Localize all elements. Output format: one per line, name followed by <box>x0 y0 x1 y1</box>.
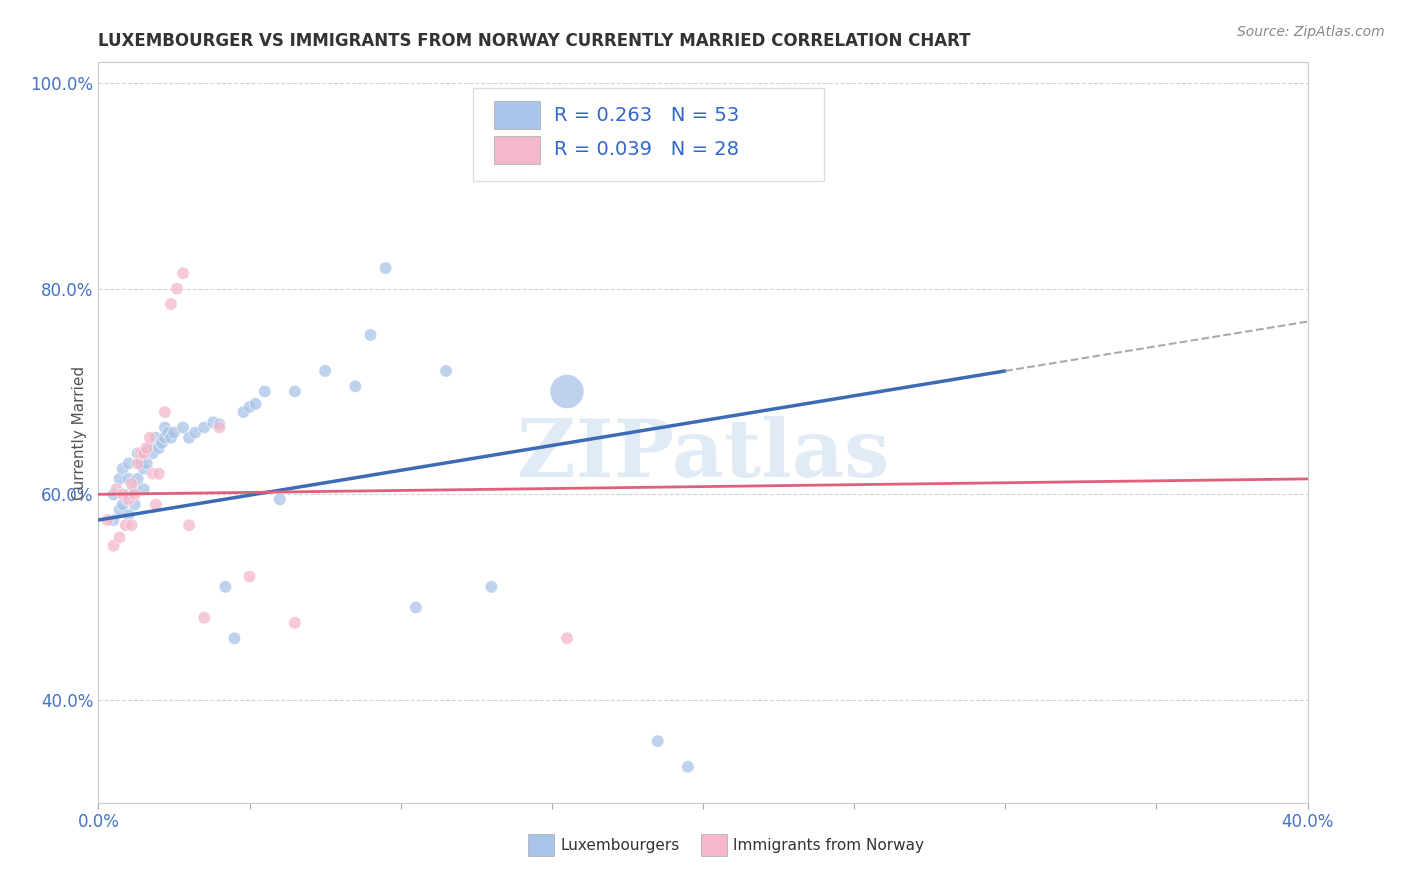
Point <box>405 600 427 615</box>
Point <box>129 457 152 471</box>
Point <box>150 436 173 450</box>
Point <box>108 472 131 486</box>
Point <box>127 457 149 471</box>
Point <box>647 734 669 748</box>
Point <box>118 487 141 501</box>
Point <box>253 384 276 399</box>
Point <box>127 446 149 460</box>
Point <box>132 446 155 460</box>
Point <box>142 446 165 460</box>
Point <box>139 431 162 445</box>
Text: Immigrants from Norway: Immigrants from Norway <box>734 838 924 853</box>
FancyBboxPatch shape <box>474 88 824 181</box>
Point <box>232 405 254 419</box>
Point <box>208 417 231 432</box>
Point <box>111 487 134 501</box>
Point <box>129 446 152 460</box>
Point <box>284 615 307 630</box>
Point <box>153 405 176 419</box>
Bar <box>527 834 554 856</box>
Point <box>124 498 146 512</box>
Text: R = 0.263   N = 53: R = 0.263 N = 53 <box>554 105 740 125</box>
Point <box>555 632 578 646</box>
Point <box>124 482 146 496</box>
Point <box>179 431 201 445</box>
Point <box>160 431 183 445</box>
Point <box>96 513 118 527</box>
Point <box>193 611 215 625</box>
Point <box>555 384 578 399</box>
Point <box>344 379 367 393</box>
Text: Luxembourgers: Luxembourgers <box>561 838 679 853</box>
Point <box>145 498 167 512</box>
Point <box>374 261 396 276</box>
Point <box>135 457 157 471</box>
Point <box>179 518 201 533</box>
Point <box>132 482 155 496</box>
Point <box>103 487 125 501</box>
Point <box>202 415 225 429</box>
Point <box>132 461 155 475</box>
Point <box>118 508 141 522</box>
Point <box>124 487 146 501</box>
Point <box>118 492 141 507</box>
Point <box>239 400 262 414</box>
Point <box>148 467 170 481</box>
Point <box>135 441 157 455</box>
Point <box>208 420 231 434</box>
Point <box>105 482 128 496</box>
Point <box>118 457 141 471</box>
Point <box>121 477 143 491</box>
Point <box>153 420 176 434</box>
Bar <box>494 136 540 164</box>
Point <box>103 513 125 527</box>
Point <box>108 531 131 545</box>
Point <box>269 492 291 507</box>
Point <box>142 467 165 481</box>
Point <box>118 472 141 486</box>
Point <box>139 441 162 455</box>
Point <box>314 364 336 378</box>
Point <box>172 420 194 434</box>
Point <box>163 425 186 440</box>
Point <box>111 498 134 512</box>
Bar <box>494 101 540 129</box>
Text: R = 0.039   N = 28: R = 0.039 N = 28 <box>554 140 740 160</box>
Point <box>145 431 167 445</box>
Point <box>434 364 457 378</box>
Y-axis label: Currently Married: Currently Married <box>72 366 87 500</box>
Point <box>214 580 236 594</box>
Point <box>360 327 382 342</box>
Point <box>481 580 503 594</box>
Point <box>103 539 125 553</box>
Point <box>193 420 215 434</box>
Point <box>245 397 267 411</box>
Point <box>239 569 262 583</box>
Text: LUXEMBOURGER VS IMMIGRANTS FROM NORWAY CURRENTLY MARRIED CORRELATION CHART: LUXEMBOURGER VS IMMIGRANTS FROM NORWAY C… <box>98 32 972 50</box>
Point <box>111 461 134 475</box>
Point <box>166 282 188 296</box>
Point <box>156 425 179 440</box>
Point <box>284 384 307 399</box>
Point <box>114 518 136 533</box>
Point <box>127 472 149 486</box>
Text: Source: ZipAtlas.com: Source: ZipAtlas.com <box>1237 25 1385 39</box>
Point <box>172 266 194 280</box>
Point <box>676 760 699 774</box>
Point <box>148 441 170 455</box>
Bar <box>700 834 727 856</box>
Point <box>108 502 131 516</box>
Text: ZIPatlas: ZIPatlas <box>517 416 889 494</box>
Point <box>132 446 155 460</box>
Point <box>224 632 246 646</box>
Point <box>184 425 207 440</box>
Point <box>160 297 183 311</box>
Point <box>121 518 143 533</box>
Point <box>153 431 176 445</box>
